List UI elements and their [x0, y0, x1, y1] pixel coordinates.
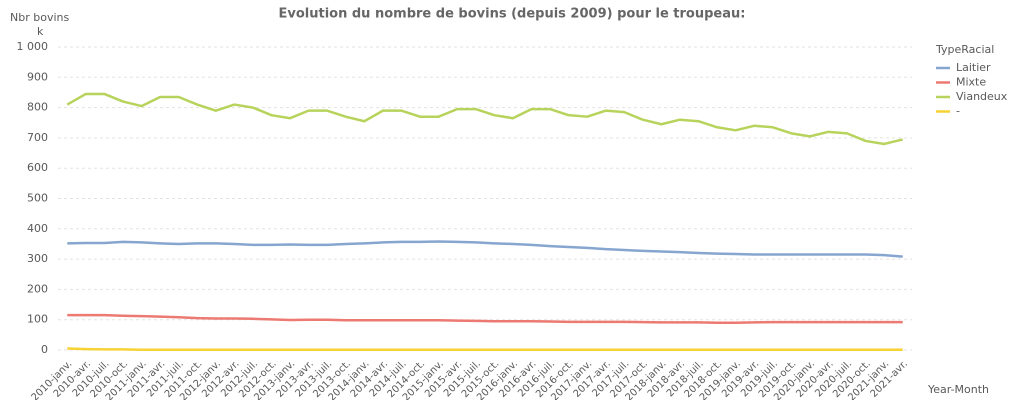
y-axis-label: Nbr bovins: [10, 11, 69, 24]
y-axis-unit: k: [37, 25, 44, 38]
series-line: [67, 347, 903, 351]
y-tick-label: 300: [27, 252, 48, 265]
y-tick-label: 600: [27, 161, 48, 174]
y-tick-label: 900: [27, 70, 48, 83]
y-tick-label: 400: [27, 222, 48, 235]
legend-label: Laitier: [956, 61, 991, 74]
y-tick-label: 100: [27, 313, 48, 326]
y-tick-label: 1 000: [17, 40, 49, 53]
x-axis-label: Year-Month: [927, 383, 989, 396]
series-line: [66, 92, 904, 146]
y-tick-label: 500: [27, 192, 48, 205]
legend-label: -: [956, 105, 960, 118]
legend-title: TypeRacial: [935, 43, 994, 56]
legend-label: Viandeux: [956, 90, 1008, 103]
legend-label: Mixte: [956, 76, 986, 89]
y-tick-label: 700: [27, 131, 48, 144]
y-tick-label: 200: [27, 282, 48, 295]
y-tick-label: 800: [27, 101, 48, 114]
chart-title: Evolution du nombre de bovins (depuis 20…: [279, 7, 746, 22]
y-tick-label: 0: [41, 343, 48, 356]
series-line: [67, 240, 903, 258]
series-line: [67, 313, 903, 324]
